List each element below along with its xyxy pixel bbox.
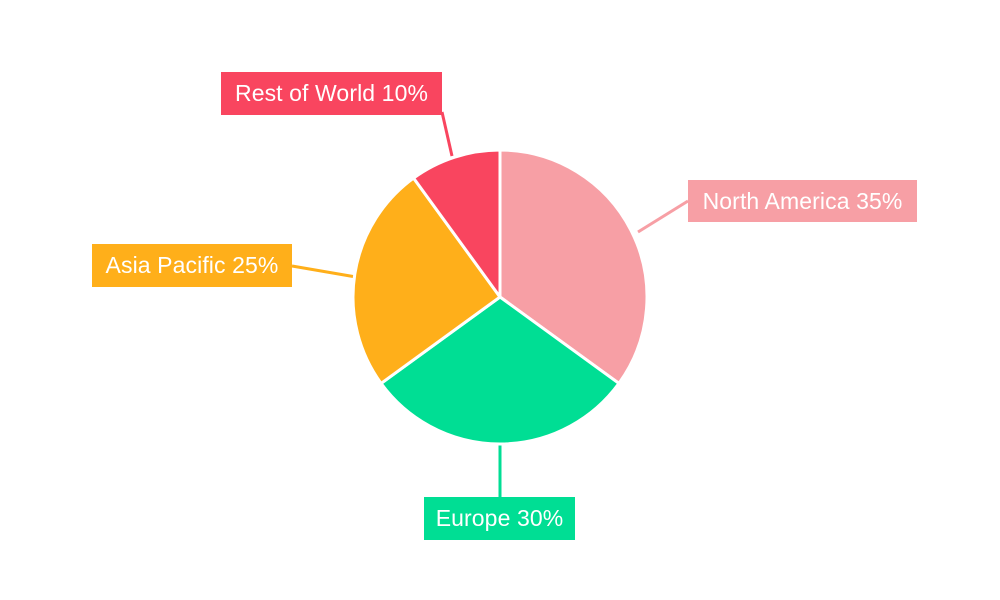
pie-label-text-europe: Europe 30% xyxy=(435,505,564,531)
pie-slice-asia-pacific[interactable] xyxy=(351,176,502,385)
pie-slices-group xyxy=(351,148,649,446)
pie-slice-north-america[interactable] xyxy=(498,148,649,385)
leader-line-north-america xyxy=(637,199,689,234)
pie-label-asia-pacific[interactable]: Asia Pacific 25% xyxy=(92,244,292,287)
leader-line-rest-of-world xyxy=(440,111,454,157)
pie-slice-rest-of-world[interactable] xyxy=(412,148,502,299)
pie-label-text-asia-pacific: Asia Pacific 25% xyxy=(105,252,279,278)
pie-label-text-rest-of-world: Rest of World 10% xyxy=(234,80,429,106)
leader-line-asia-pacific xyxy=(291,264,357,279)
pie-label-north-america[interactable]: North America 35% xyxy=(688,180,917,222)
leader-lines-group xyxy=(291,111,689,497)
pie-label-europe[interactable]: Europe 30% xyxy=(424,497,575,540)
pie-slice-europe[interactable] xyxy=(379,295,621,446)
pie-label-text-north-america: North America 35% xyxy=(702,187,903,214)
pie-label-rest-of-world[interactable]: Rest of World 10% xyxy=(221,72,442,115)
